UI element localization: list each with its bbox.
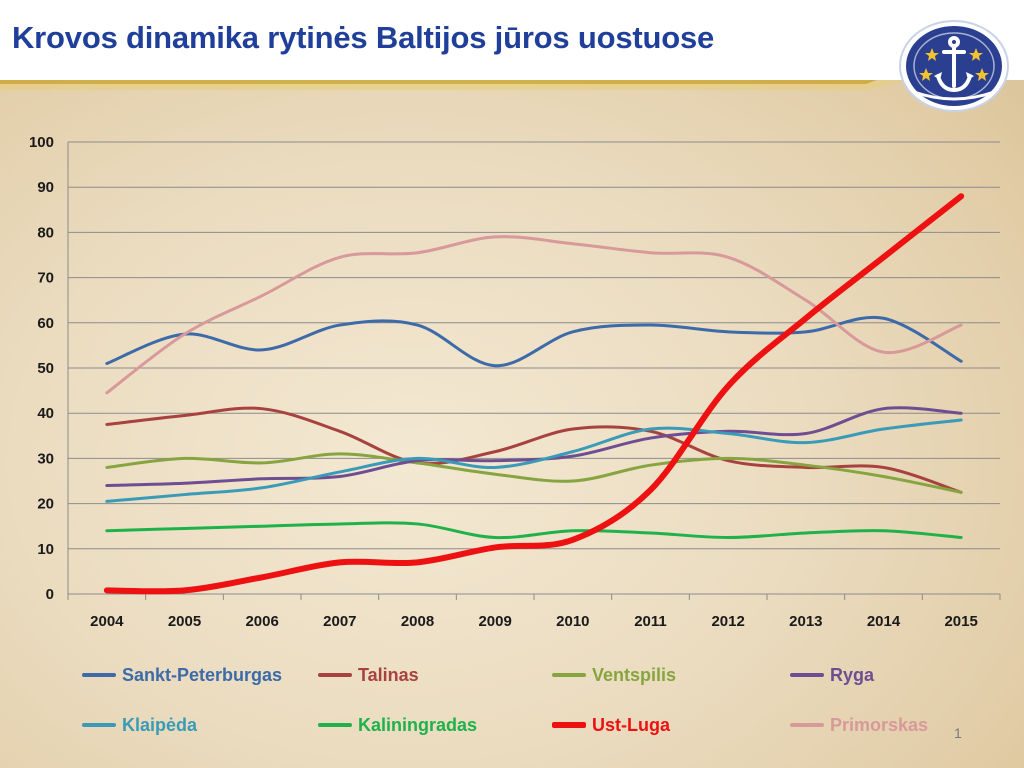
y-tick-label: 50 [37, 360, 54, 377]
legend-item: Sankt-Peterburgas [82, 663, 282, 687]
x-tick-label: 2008 [401, 613, 434, 630]
legend-label: Ventspilis [592, 664, 677, 685]
legend-item: Primorskas [790, 713, 928, 737]
legend-label: Ust-Luga [592, 714, 670, 735]
legend-item: Talinas [318, 663, 419, 687]
x-tick-label: 2006 [245, 613, 278, 630]
series-line-kaliningradas [105, 521, 963, 540]
legend-item: Klaipėda [82, 713, 197, 737]
legend-item: Ventspilis [552, 663, 676, 687]
series-line-ventspilis [105, 452, 963, 494]
series-line-ryga [105, 406, 963, 488]
legend-item: Kaliningradas [318, 713, 477, 737]
y-tick-label: 0 [46, 586, 54, 603]
legend-swatch [82, 673, 116, 677]
y-tick-label: 70 [37, 270, 54, 287]
x-tick-label: 2005 [168, 613, 201, 630]
page-number: 1 [954, 725, 962, 741]
legend-label: Sankt-Peterburgas [122, 664, 283, 685]
legend-swatch [552, 673, 586, 677]
x-tick-label: 2014 [867, 613, 901, 630]
legend-label: Talinas [358, 664, 419, 685]
legend-item: Ust-Luga [552, 713, 670, 737]
y-tick-label: 20 [37, 496, 54, 513]
legend-label: Primorskas [830, 714, 929, 735]
legend-label: Klaipėda [122, 714, 198, 735]
y-tick-label: 30 [37, 450, 54, 467]
anchor-logo-icon [899, 20, 1009, 112]
x-tick-label: 2013 [789, 613, 822, 630]
chart-legend: Sankt-Peterburgas Talinas Ventspilis Ryga Kl… [0, 655, 1024, 755]
series-line-sankt-peterburgas [105, 315, 963, 368]
y-tick-label: 90 [37, 179, 54, 196]
x-tick-label: 2010 [556, 613, 589, 630]
gold-band-light [0, 68, 1024, 90]
legend-item: Ryga [790, 663, 874, 687]
y-tick-label: 60 [37, 315, 54, 332]
legend-swatch [318, 723, 352, 727]
legend-label: Kaliningradas [358, 714, 478, 735]
line-chart: 0 10 20 30 40 50 60 70 80 90 100 2004 2005 2006 2007 20… [29, 134, 1001, 630]
y-tick-label: 100 [29, 134, 54, 151]
x-tick-label: 2011 [634, 613, 667, 630]
slide-header: Krovos dinamika rytinės Baltijos jūros u… [0, 0, 1024, 80]
legend-swatch [790, 723, 824, 727]
series-line-primorskas [105, 235, 963, 395]
legend-swatch [318, 673, 352, 677]
page-title: Krovos dinamika rytinės Baltijos jūros u… [12, 20, 715, 55]
y-tick-label: 80 [37, 224, 54, 241]
legend-swatch [790, 673, 824, 677]
legend-label: Ryga [830, 664, 875, 685]
y-tick-label: 10 [37, 541, 54, 558]
x-tick-label: 2012 [711, 613, 744, 630]
y-tick-label: 40 [37, 405, 54, 422]
x-tick-label: 2007 [323, 613, 356, 630]
legend-swatch [82, 723, 116, 727]
x-tick-label: 2015 [944, 613, 977, 630]
legend-swatch [552, 722, 586, 728]
x-tick-label: 2009 [478, 613, 511, 630]
series-line-klaip-da [105, 418, 963, 503]
x-tick-label: 2004 [90, 613, 124, 630]
series-line-ust-luga [103, 193, 965, 595]
